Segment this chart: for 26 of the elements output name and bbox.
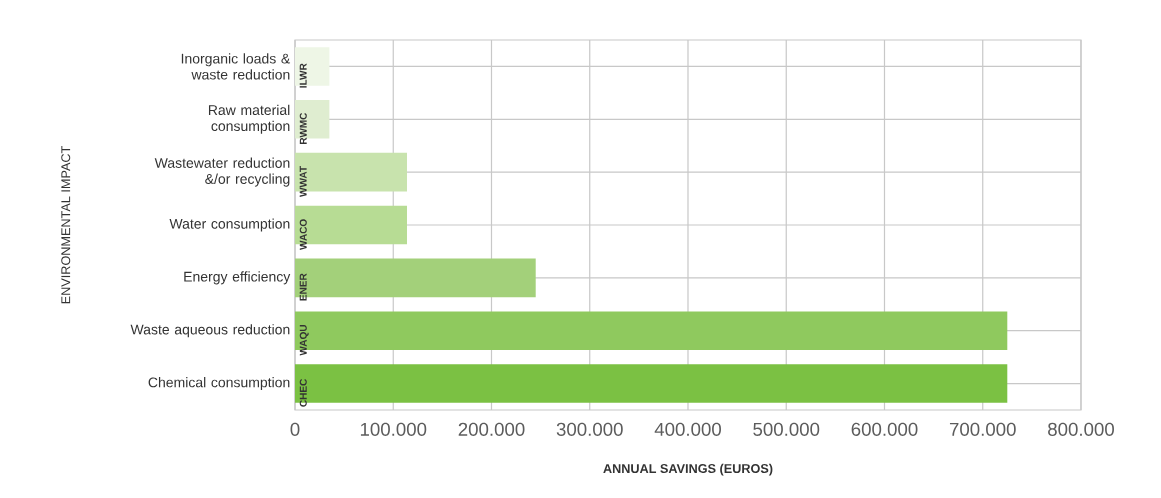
x-tick-label: 600.000	[851, 422, 918, 436]
x-tick-label: 0	[290, 422, 300, 436]
x-tick-label: 500.000	[753, 422, 820, 436]
x-tick-label: 100.000	[360, 422, 427, 436]
data-label: RWMC	[299, 112, 307, 144]
x-tick-label: 200.000	[458, 422, 525, 436]
data-label: ILWR	[299, 63, 307, 88]
y-tick-label: Wastewater reduction &/or recycling	[154, 157, 290, 187]
data-label: ENER	[299, 273, 307, 301]
x-tick-label: 700.000	[949, 422, 1016, 436]
y-tick-label: Raw material consumption	[208, 104, 290, 134]
data-label: CHEC	[299, 379, 307, 407]
x-tick-label: 400.000	[654, 422, 721, 436]
y-tick-label: Water consumption	[169, 218, 290, 232]
data-label: WAQU	[299, 325, 309, 356]
y-tick-label: Waste aqueous reduction	[130, 324, 290, 338]
y-tick-label: Inorganic loads & waste reduction	[181, 53, 291, 80]
y-tick-label: Chemical consumption	[148, 377, 290, 391]
data-label: WACO	[299, 219, 307, 250]
x-axis-title: ANNUAL SAVINGS (EUROS)	[603, 463, 773, 476]
bar	[295, 47, 330, 86]
data-label: WWAT	[299, 166, 307, 197]
x-tick-label: 300.000	[556, 422, 623, 436]
y-axis-title: ENVIRONMENTAL IMPACT	[61, 145, 71, 304]
y-tick-label: Energy efficiency	[184, 271, 291, 285]
x-tick-label: 800.000	[1048, 422, 1114, 436]
